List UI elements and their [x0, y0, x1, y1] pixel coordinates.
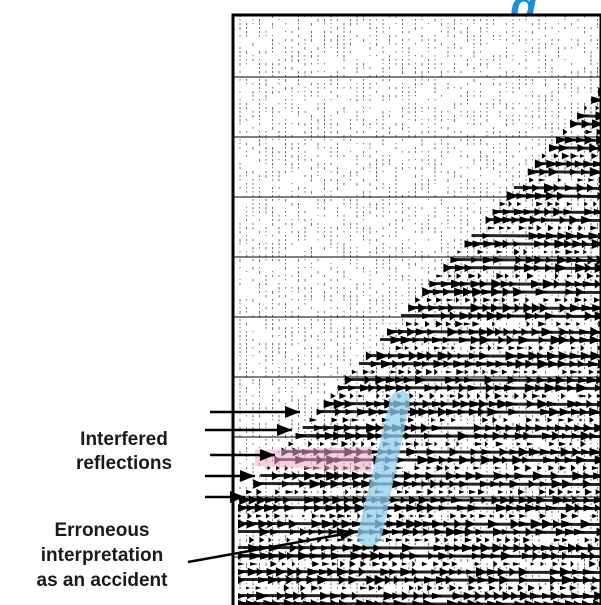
interfered-reflection-highlight: [255, 447, 372, 472]
erroneous-label-line2: interpretation: [40, 545, 164, 566]
annotation-arrows: [187, 406, 356, 564]
interfered-label-line1: Interfered: [80, 429, 168, 450]
erroneous-label-line1: Erroneous: [54, 520, 150, 541]
interfered-reflections-label: Interfered reflections: [40, 428, 208, 476]
seismic-panel: [233, 15, 601, 605]
panel-border: [231, 13, 601, 605]
erroneous-label-line3: as an accident: [36, 570, 168, 591]
reflection-wavelets: [238, 87, 601, 605]
erroneous-interpretation-label: Erroneous interpretation as an accident: [14, 518, 190, 593]
interfered-label-line2: reflections: [75, 453, 173, 474]
erroneous-accident-highlight: [357, 391, 411, 547]
